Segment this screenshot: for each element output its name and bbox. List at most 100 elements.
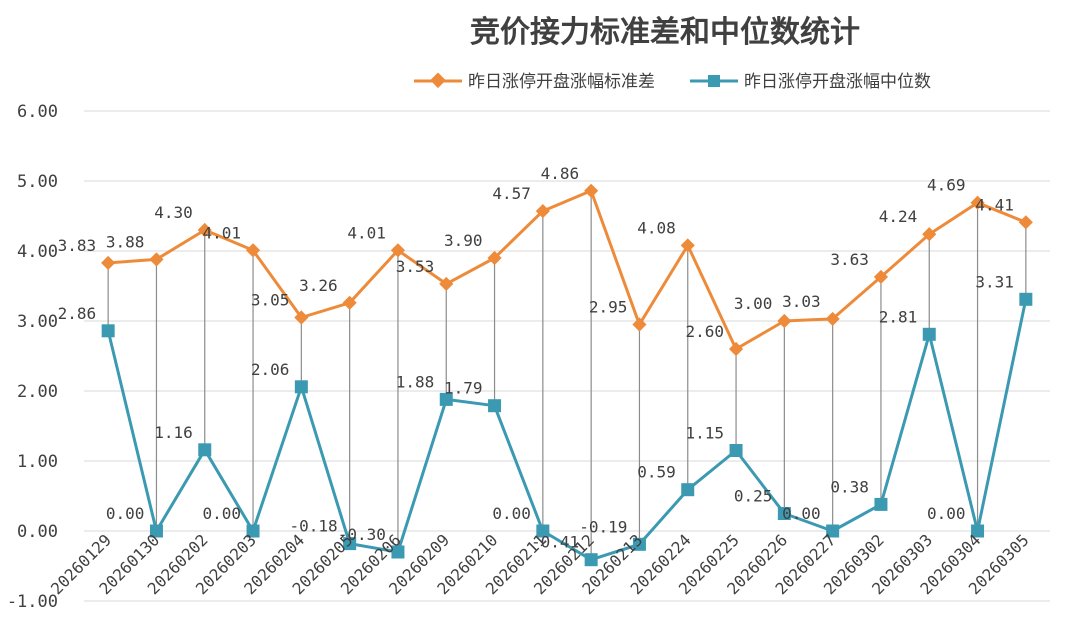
data-label: 4.08 (637, 218, 676, 237)
std-point (535, 204, 550, 219)
median-point (584, 553, 598, 567)
data-label: 4.30 (154, 203, 193, 222)
data-label: -0.30 (338, 525, 386, 544)
data-label: -0.41 (531, 533, 579, 552)
data-label: 1.79 (444, 379, 483, 398)
median-point (536, 524, 550, 538)
data-label: 3.26 (299, 276, 338, 295)
legend-item-median: 昨日涨停开盘涨幅中位数 (690, 72, 931, 92)
data-label: 0.59 (637, 463, 676, 482)
median-point (246, 524, 260, 538)
data-label: 0.00 (106, 504, 145, 523)
y-tick-label: 6.00 (17, 102, 58, 122)
data-label: 0.00 (492, 504, 531, 523)
median-point (101, 324, 115, 338)
data-label: -0.18 (289, 517, 337, 536)
data-label: 4.86 (541, 164, 580, 183)
series-line-std (108, 189, 1027, 351)
median-point (632, 537, 646, 551)
std-point (342, 295, 357, 310)
data-label: 3.03 (782, 292, 821, 311)
std-point (390, 243, 406, 258)
median-point (1019, 292, 1033, 306)
data-label: 4.69 (927, 176, 966, 195)
y-tick-label: 1.00 (17, 452, 58, 472)
std-point (632, 317, 647, 332)
series-lines (106, 189, 1028, 562)
std-point (584, 183, 599, 198)
std-point (873, 269, 889, 284)
data-label: 2.06 (251, 360, 290, 379)
data-label: 3.90 (444, 231, 483, 250)
y-tick-label: 2.00 (17, 382, 58, 402)
median-point (922, 327, 936, 341)
data-label: 0.00 (203, 504, 242, 523)
data-label: 3.53 (396, 257, 435, 276)
data-label: -0.19 (579, 517, 627, 536)
data-label: 3.00 (734, 294, 773, 313)
std-point (245, 243, 261, 258)
y-tick-label: 5.00 (17, 172, 58, 192)
median-point (826, 524, 840, 538)
data-label: 4.01 (203, 223, 242, 242)
std-point (1018, 215, 1033, 230)
median-point (777, 507, 791, 520)
std-point (970, 195, 985, 210)
data-label: 4.01 (347, 223, 386, 242)
median-point (198, 443, 212, 457)
x-axis-ticks: 2026012920260130202602022026020320260204… (47, 530, 1033, 598)
data-label: 3.88 (106, 232, 145, 251)
std-point (777, 313, 792, 329)
std-point (825, 311, 840, 326)
data-label: 0.00 (782, 504, 821, 523)
data-label: 4.41 (975, 195, 1014, 214)
median-point (149, 524, 163, 538)
legend-label-median: 昨日涨停开盘涨幅中位数 (744, 72, 931, 92)
data-label: 3.05 (251, 291, 290, 310)
std-point (728, 341, 744, 357)
data-label: 2.81 (879, 307, 918, 326)
data-label: 2.60 (686, 322, 725, 341)
std-point (922, 227, 937, 242)
data-label: 2.95 (589, 298, 628, 317)
y-axis-ticks: 6.00 5.00 4.00 3.00 2.00 1.00 0.00 -1.00 (7, 102, 58, 612)
std-point (439, 276, 454, 291)
data-label: 3.83 (58, 236, 97, 255)
data-label: 1.15 (686, 424, 725, 443)
y-tick-label: 4.00 (17, 242, 58, 262)
std-point (197, 222, 212, 238)
y-tick-label: -1.00 (7, 592, 58, 612)
median-point (343, 537, 357, 551)
median-point (294, 380, 308, 394)
median-point (681, 483, 695, 497)
median-point (439, 392, 453, 406)
y-tick-label: 0.00 (17, 522, 58, 542)
data-label: 4.24 (879, 207, 918, 226)
std-point (294, 310, 309, 325)
std-point (149, 252, 164, 267)
chart-title: 竞价接力标准差和中位数统计 (470, 15, 860, 50)
series-markers (101, 183, 1033, 567)
data-label: 2.86 (58, 304, 97, 323)
data-label: 0.00 (927, 504, 966, 523)
series-line-median (106, 298, 1028, 562)
median-point (391, 545, 405, 559)
data-label: 3.31 (975, 272, 1014, 291)
data-label: 1.16 (154, 423, 193, 442)
data-label: 4.57 (492, 184, 531, 203)
median-point (488, 399, 502, 413)
median-point (971, 524, 985, 538)
data-label: 0.38 (830, 477, 869, 496)
legend-label-std: 昨日涨停开盘涨幅标准差 (468, 72, 655, 92)
gridlines (84, 110, 1050, 602)
drop-lines (107, 190, 1027, 560)
data-labels: 3.83 3.88 4.30 4.01 3.05 3.26 4.01 3.53 3.90 4.57… (58, 164, 1014, 552)
std-point (680, 238, 695, 253)
median-point (729, 444, 743, 457)
legend-item-std: 昨日涨停开盘涨幅标准差 (414, 72, 655, 92)
data-label: 3.63 (830, 250, 869, 269)
std-point (487, 250, 502, 266)
median-point (874, 497, 888, 511)
data-label: 1.88 (396, 372, 435, 391)
